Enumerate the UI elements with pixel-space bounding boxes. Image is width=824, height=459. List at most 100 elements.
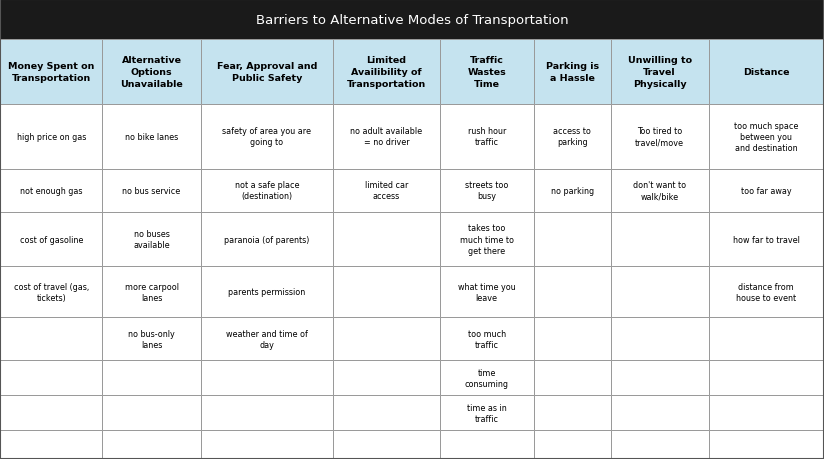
Bar [0,361,102,396]
Bar [709,213,824,267]
Text: paranoia (of parents): paranoia (of parents) [224,235,310,244]
Bar [0,0,824,40]
Bar [201,105,333,169]
Bar [0,396,102,430]
Bar [0,430,102,459]
Bar [201,361,333,396]
Text: not a safe place
(destination): not a safe place (destination) [235,181,299,201]
Bar [0,105,102,169]
Bar [534,213,611,267]
Bar [534,318,611,361]
Bar [709,430,824,459]
Text: no bike lanes: no bike lanes [125,133,178,141]
Text: access to
parking: access to parking [553,127,591,147]
Bar [709,169,824,213]
Text: high price on gas: high price on gas [16,133,86,141]
Bar [333,169,440,213]
Bar [440,40,534,105]
Bar [709,361,824,396]
Bar [0,213,102,267]
Bar [611,318,709,361]
Text: too far away: too far away [741,186,792,196]
Bar [709,396,824,430]
Bar [534,396,611,430]
Bar [201,40,333,105]
Bar [333,105,440,169]
Text: Barriers to Alternative Modes of Transportation: Barriers to Alternative Modes of Transpo… [255,14,569,27]
Bar [611,213,709,267]
Bar [611,361,709,396]
Bar [333,213,440,267]
Text: Unwilling to
Travel
Physically: Unwilling to Travel Physically [628,56,691,89]
Bar [333,430,440,459]
Bar [534,430,611,459]
Text: no bus-only
lanes: no bus-only lanes [129,329,175,349]
Bar [0,40,102,105]
Bar [201,430,333,459]
Bar [709,318,824,361]
Text: no parking: no parking [550,186,593,196]
Bar [102,267,201,318]
Bar [534,40,611,105]
Bar [333,361,440,396]
Text: time
consuming: time consuming [465,368,508,388]
Bar [201,169,333,213]
Text: cost of gasoline: cost of gasoline [20,235,83,244]
Text: too much
traffic: too much traffic [468,329,506,349]
Bar [611,169,709,213]
Text: time as in
traffic: time as in traffic [467,403,507,423]
Bar [440,105,534,169]
Text: takes too
much time to
get there: takes too much time to get there [460,224,513,255]
Text: what time you
leave: what time you leave [458,282,516,302]
Bar [102,169,201,213]
Text: Distance: Distance [743,68,789,77]
Bar [611,267,709,318]
Bar [709,40,824,105]
Bar [333,396,440,430]
Text: parents permission: parents permission [228,287,306,297]
Text: Too tired to
travel/move: Too tired to travel/move [635,127,684,147]
Text: more carpool
lanes: more carpool lanes [124,282,179,302]
Bar [102,430,201,459]
Bar [333,318,440,361]
Bar [102,361,201,396]
Bar [611,40,709,105]
Bar [534,105,611,169]
Text: streets too
busy: streets too busy [465,181,508,201]
Bar [102,105,201,169]
Text: Parking is
a Hassle: Parking is a Hassle [545,62,599,83]
Text: Traffic
Wastes
Time: Traffic Wastes Time [467,56,506,89]
Text: cost of travel (gas,
tickets): cost of travel (gas, tickets) [14,282,89,302]
Text: rush hour
traffic: rush hour traffic [467,127,506,147]
Bar [440,213,534,267]
Text: no adult available
= no driver: no adult available = no driver [350,127,423,147]
Bar [333,40,440,105]
Bar [709,105,824,169]
Text: limited car
access: limited car access [365,181,408,201]
Bar [534,267,611,318]
Bar [440,267,534,318]
Bar [611,430,709,459]
Bar [440,396,534,430]
Bar [201,267,333,318]
Text: Money Spent on
Transportation: Money Spent on Transportation [8,62,95,83]
Bar [102,213,201,267]
Bar [440,361,534,396]
Text: too much space
between you
and destination: too much space between you and destinati… [734,122,798,152]
Text: don't want to
walk/bike: don't want to walk/bike [633,181,686,201]
Text: weather and time of
day: weather and time of day [226,329,308,349]
Bar [102,396,201,430]
Text: distance from
house to event: distance from house to event [737,282,797,302]
Bar [333,267,440,318]
Bar [102,318,201,361]
Text: how far to travel: how far to travel [733,235,800,244]
Bar [201,213,333,267]
Bar [611,396,709,430]
Bar [611,105,709,169]
Bar [440,169,534,213]
Bar [201,318,333,361]
Bar [102,40,201,105]
Text: not enough gas: not enough gas [20,186,82,196]
Bar [534,169,611,213]
Bar [0,318,102,361]
